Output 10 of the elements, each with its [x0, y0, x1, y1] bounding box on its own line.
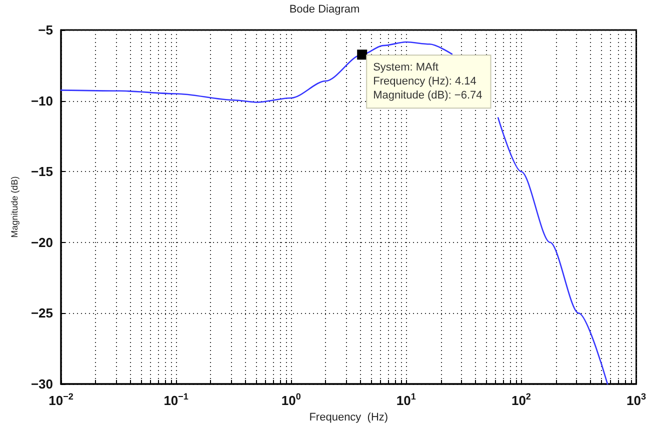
y-tick-label: −15	[30, 164, 53, 180]
y-tick-label: −30	[30, 376, 53, 392]
y-axis-title: Magnitude (dB)	[10, 176, 20, 238]
annotation: System: MAft Frequency (Hz): 4.14 Magnitude (dB): −6.74	[373, 62, 482, 102]
chart-title: Bode Diagram	[289, 4, 360, 16]
y-tick-label: −20	[30, 234, 53, 250]
y-tick-label: −5	[38, 22, 53, 38]
y-tick-label: −10	[30, 93, 53, 108]
y-tick-label: −25	[30, 306, 53, 321]
x-axis-title: Frequency (Hz)	[309, 412, 388, 424]
